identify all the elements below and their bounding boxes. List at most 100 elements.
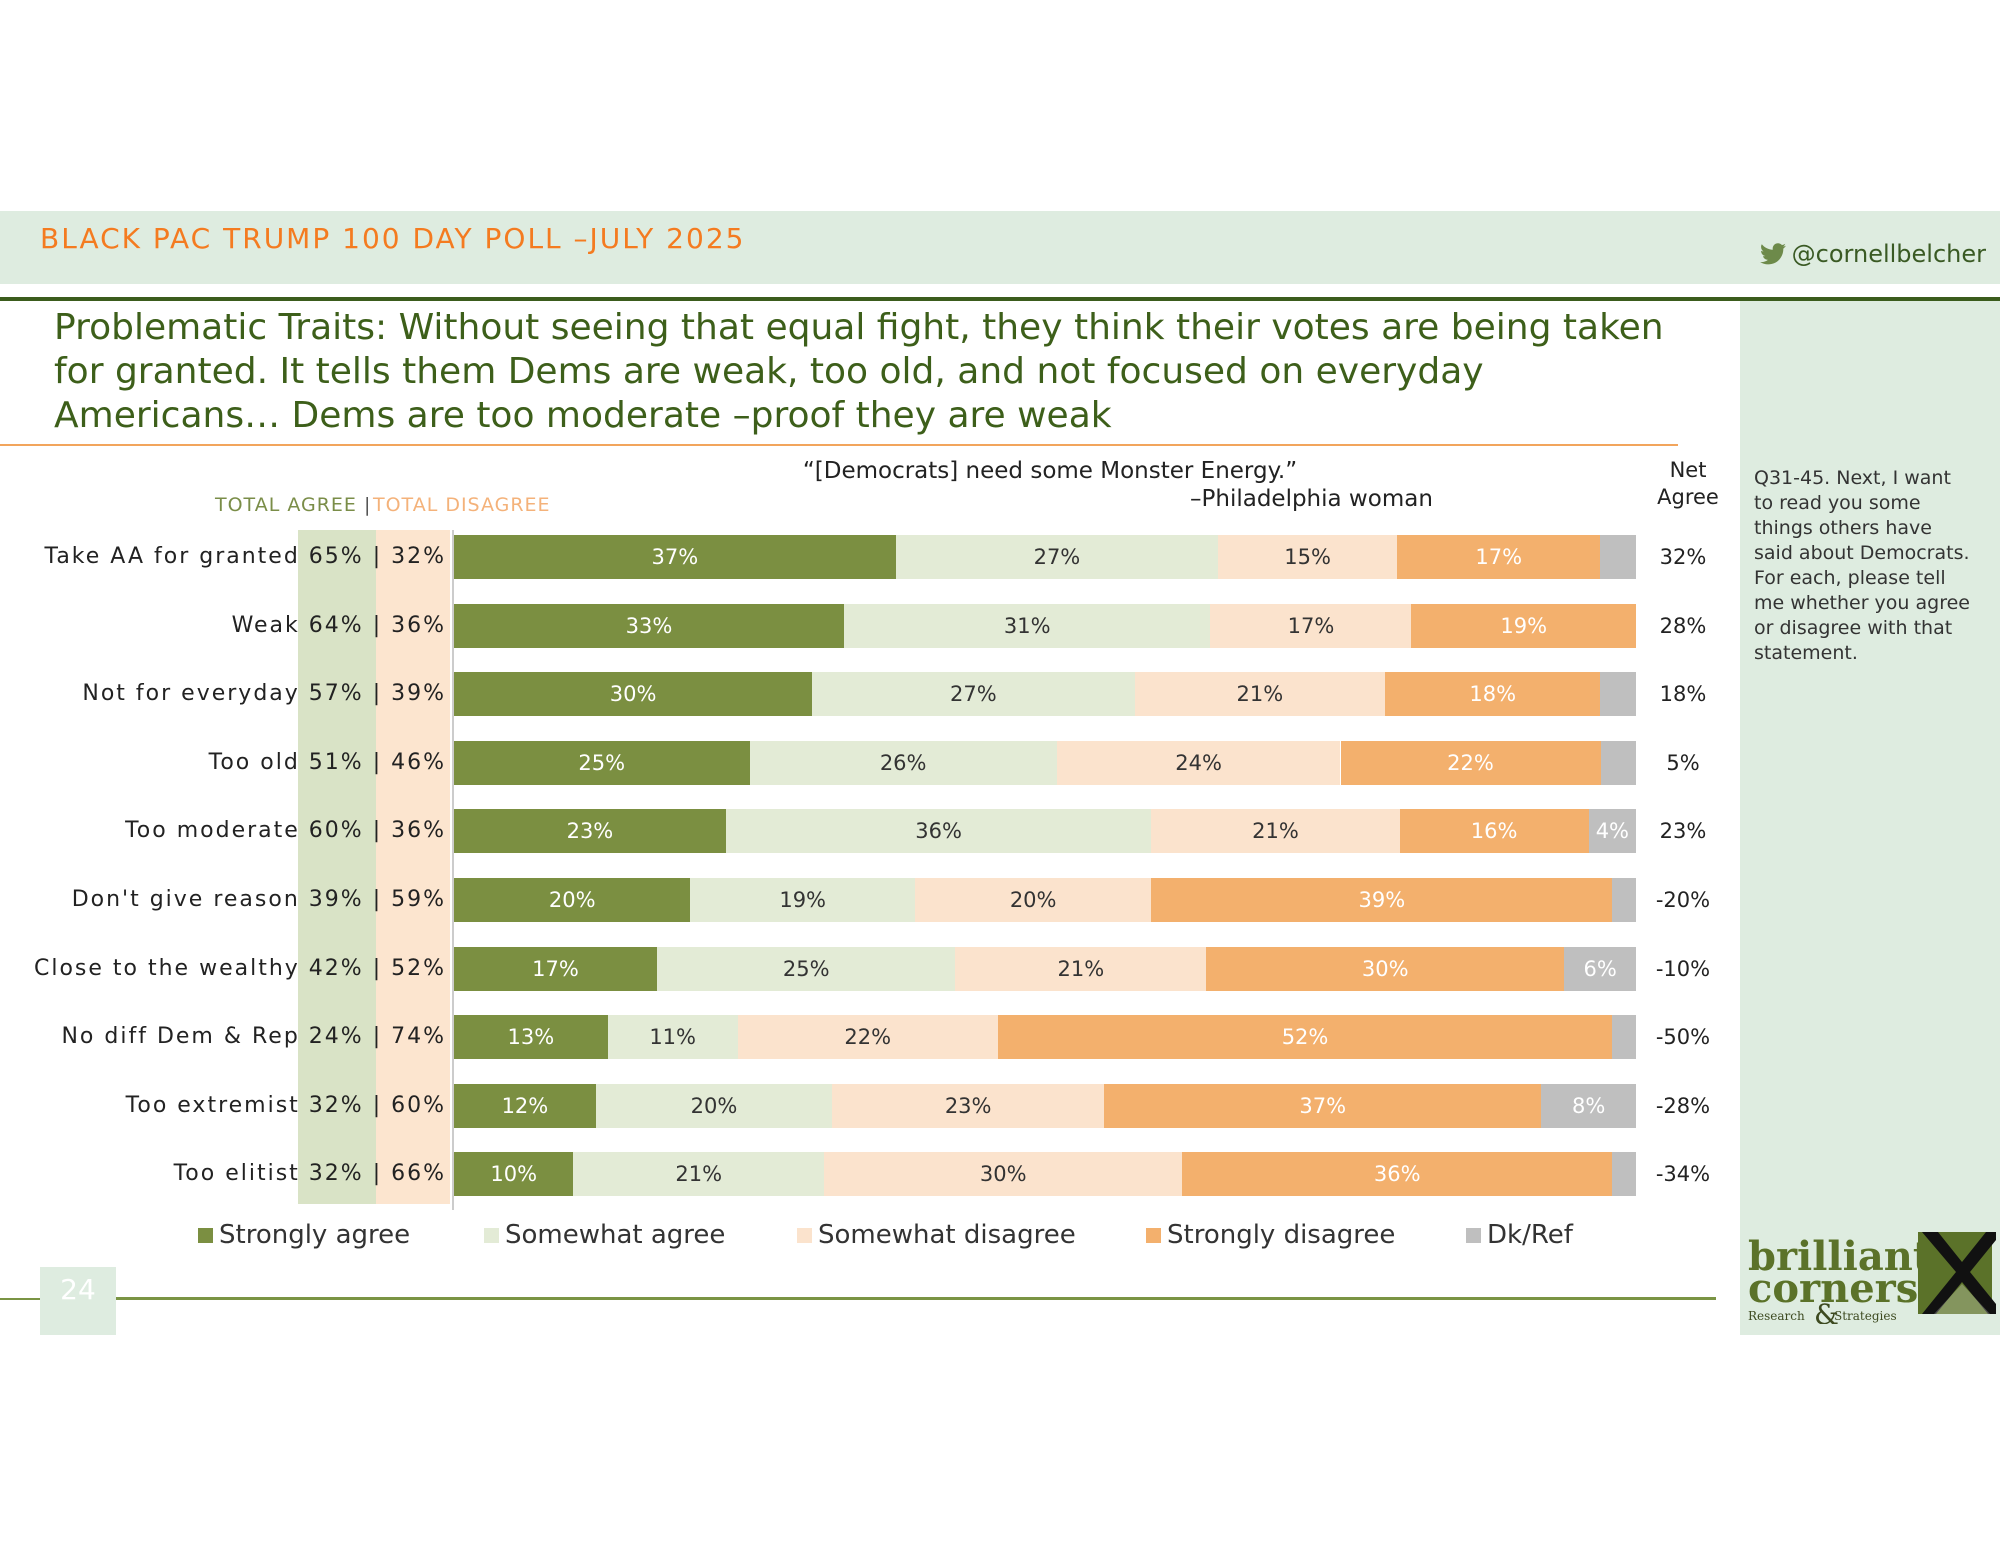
net-agree-value: 23% (1659, 819, 1707, 844)
net-agree-value: -34% (1655, 1162, 1711, 1187)
totals-header-separator: | (364, 494, 371, 516)
legend-item-strongly-agree: Strongly agree (198, 1218, 410, 1252)
legend-swatch (797, 1227, 812, 1243)
bar-segment-strongly-agree: 17% (454, 946, 657, 991)
bar-segment-strongly-disagree: 52% (997, 1015, 1613, 1060)
bar-segment-somewhat-agree: 19% (690, 878, 915, 922)
bar-segment-strongly-agree: 25% (454, 740, 750, 785)
side-panel (1740, 301, 2000, 1335)
footer-rule-left (0, 1298, 40, 1300)
legend-swatch (198, 1227, 213, 1243)
quote-attribution: –Philadelphia woman (1190, 486, 1433, 512)
bar-segment-somewhat-disagree: 20% (914, 878, 1152, 922)
legend-label: Strongly agree (219, 1220, 411, 1250)
row-label: Take AA for granted 65% | 32% (45, 535, 446, 579)
category-label: Too elitist (173, 1161, 300, 1187)
legend-label: Somewhat disagree (818, 1220, 1076, 1250)
bar-segment-somewhat-agree: 11% (607, 1015, 738, 1060)
bar-segment-somewhat-disagree: 21% (1151, 809, 1400, 854)
question-note: Q31-45. Next, I want to read you some th… (1754, 467, 1970, 664)
twitter-bird-icon (1759, 243, 1786, 265)
totals-label: 51% | 46% (308, 749, 446, 775)
brilliant-corners-logo: brilliant corners Research & Strategies (1748, 1232, 1996, 1324)
page-number: 24 (60, 1273, 96, 1306)
bar-segment-somewhat-agree: 26% (749, 740, 1057, 785)
bar-segment-strongly-agree: 33% (454, 603, 845, 648)
totals-bracket (448, 530, 454, 1210)
category-label: No diff Dem & Rep (61, 1024, 300, 1050)
bar-segment-somewhat-disagree: 21% (1134, 672, 1386, 717)
row-label: Too moderate 60% | 36% (125, 809, 446, 853)
poll-title: BLACK PAC TRUMP 100 DAY POLL –JULY 2025 (40, 222, 746, 255)
bar-segment-somewhat-agree: 27% (895, 535, 1219, 579)
legend-item-strongly-disagree: Strongly disagree (1146, 1218, 1395, 1252)
net-agree-value: 28% (1659, 613, 1707, 638)
bar-segment-strongly-agree: 30% (454, 672, 813, 717)
row-label: Too extremist 32% | 60% (126, 1084, 446, 1128)
bar-segment-dk-ref (1600, 535, 1636, 579)
bar-segment-strongly-disagree: 36% (1182, 1152, 1613, 1197)
category-label: Don't give reason (71, 887, 300, 912)
bar-segment-strongly-disagree: 18% (1385, 672, 1601, 717)
legend-item-somewhat-disagree: Somewhat disagree (797, 1218, 1076, 1252)
bar-segment-strongly-agree: 13% (454, 1015, 608, 1060)
page-number-box (40, 1267, 116, 1335)
slide-title: Problematic Traits: Without seeing that … (54, 307, 1664, 436)
net-agree-value: 32% (1659, 545, 1707, 569)
bar-segment-dk-ref (1612, 878, 1636, 922)
category-label: Too moderate (125, 818, 300, 844)
bar-segment-dk-ref (1612, 1015, 1636, 1060)
logo-line-4: Strategies (1834, 1309, 1897, 1323)
bar-segment-strongly-disagree: 37% (1104, 1083, 1542, 1128)
bar-segment-strongly-agree: 20% (454, 878, 691, 922)
bar-segment-dk-ref (1600, 672, 1636, 717)
bar-segment-somewhat-agree: 27% (812, 672, 1135, 717)
bar-segment-strongly-disagree: 17% (1397, 535, 1601, 579)
total-agree-column (298, 530, 376, 1204)
row-label: Too elitist 32% | 66% (174, 1152, 446, 1196)
twitter-handle-text: @cornellbelcher (1791, 240, 1986, 268)
bar-segment-somewhat-disagree: 30% (824, 1152, 1183, 1197)
row-label: Don't give reason 39% | 59% (72, 878, 446, 922)
bar-segment-strongly-agree: 37% (454, 535, 896, 579)
bar-segment-somewhat-agree: 25% (656, 946, 956, 991)
net-agree-value: -28% (1655, 1093, 1711, 1118)
logo-line-2: corners (1748, 1265, 1918, 1312)
net-agree-value: 5% (1666, 750, 1700, 775)
bar-segment-dk-ref: 6% (1564, 946, 1636, 991)
legend-item-somewhat-agree: Somewhat agree (484, 1218, 725, 1252)
category-label: Take AA for granted (44, 544, 300, 569)
footer-rule (116, 1297, 1716, 1300)
totals-label: 42% | 52% (308, 955, 446, 981)
bar-segment-strongly-disagree: 39% (1151, 878, 1613, 922)
logo-line-3: Research (1748, 1309, 1805, 1323)
net-agree-value: 18% (1659, 682, 1707, 707)
totals-label: 32% | 60% (308, 1092, 446, 1118)
bar-segment-strongly-agree: 12% (454, 1083, 596, 1128)
category-label: Close to the wealthy (33, 955, 300, 981)
legend-item-dk-ref: Dk/Ref (1466, 1218, 1573, 1252)
title-rule (0, 444, 1678, 446)
total-agree-header: TOTAL AGREE (215, 494, 357, 516)
bar-segment-somewhat-agree: 31% (844, 603, 1211, 648)
bar-segment-dk-ref: 8% (1541, 1083, 1636, 1128)
logo-ampersand: & (1814, 1298, 1839, 1324)
bar-segment-dk-ref (1612, 1152, 1636, 1197)
bar-segment-somewhat-disagree: 17% (1210, 603, 1412, 648)
category-label: Not for everyday (82, 681, 300, 707)
row-label: Too old 51% | 46% (209, 741, 446, 785)
bar-segment-strongly-agree: 10% (454, 1152, 574, 1197)
totals-label: 24% | 74% (308, 1024, 446, 1050)
bar-segment-somewhat-disagree: 21% (955, 946, 1207, 991)
net-agree-value: -50% (1655, 1025, 1711, 1050)
bar-segment-strongly-disagree: 22% (1340, 740, 1601, 785)
logo-line-1: brilliant (1748, 1233, 1932, 1280)
legend-swatch (1466, 1227, 1481, 1243)
totals-label: 65% | 32% (308, 544, 446, 569)
bar-segment-strongly-disagree: 16% (1399, 809, 1589, 854)
bar-segment-dk-ref (1600, 740, 1636, 785)
net-agree-value: -20% (1655, 888, 1711, 912)
bar-segment-strongly-disagree: 30% (1206, 946, 1565, 991)
quote-text: “[Democrats] need some Monster Energy.” (802, 458, 1298, 484)
bar-segment-somewhat-disagree: 15% (1218, 535, 1398, 579)
